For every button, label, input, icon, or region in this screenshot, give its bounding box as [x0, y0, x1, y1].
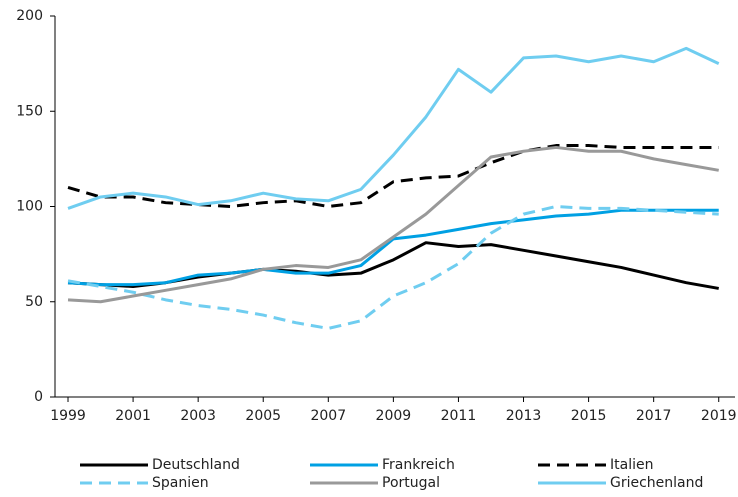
y-tick-label: 0	[34, 389, 43, 405]
legend-label: Portugal	[382, 475, 440, 491]
series-line	[67, 208, 719, 287]
legend-label: Frankreich	[382, 457, 455, 473]
x-tick-label: 2017	[636, 408, 672, 424]
x-tick-label: 2011	[441, 408, 477, 424]
series-line	[67, 46, 720, 210]
y-tick-label: 200	[16, 8, 43, 24]
x-tick-label: 1999	[50, 408, 86, 424]
legend-label: Griechenland	[610, 475, 703, 491]
x-tick-label: 2019	[701, 408, 737, 424]
legend-label: Italien	[610, 457, 653, 473]
x-tick-label: 2003	[180, 408, 216, 424]
y-tick-label: 100	[16, 199, 43, 215]
x-tick-label: 2015	[571, 408, 607, 424]
series-line	[67, 144, 719, 208]
x-tick-label: 2007	[310, 408, 346, 424]
legend-label: Spanien	[152, 475, 209, 491]
y-tick-label: 150	[16, 103, 43, 119]
legend-label: Deutschland	[152, 457, 240, 473]
x-tick-label: 2001	[115, 408, 151, 424]
series-line	[67, 145, 719, 304]
series-line	[67, 205, 719, 330]
y-tick-label: 50	[25, 294, 43, 310]
x-tick-label: 2009	[376, 408, 412, 424]
x-tick-label: 2013	[506, 408, 542, 424]
x-tick-label: 2005	[245, 408, 281, 424]
